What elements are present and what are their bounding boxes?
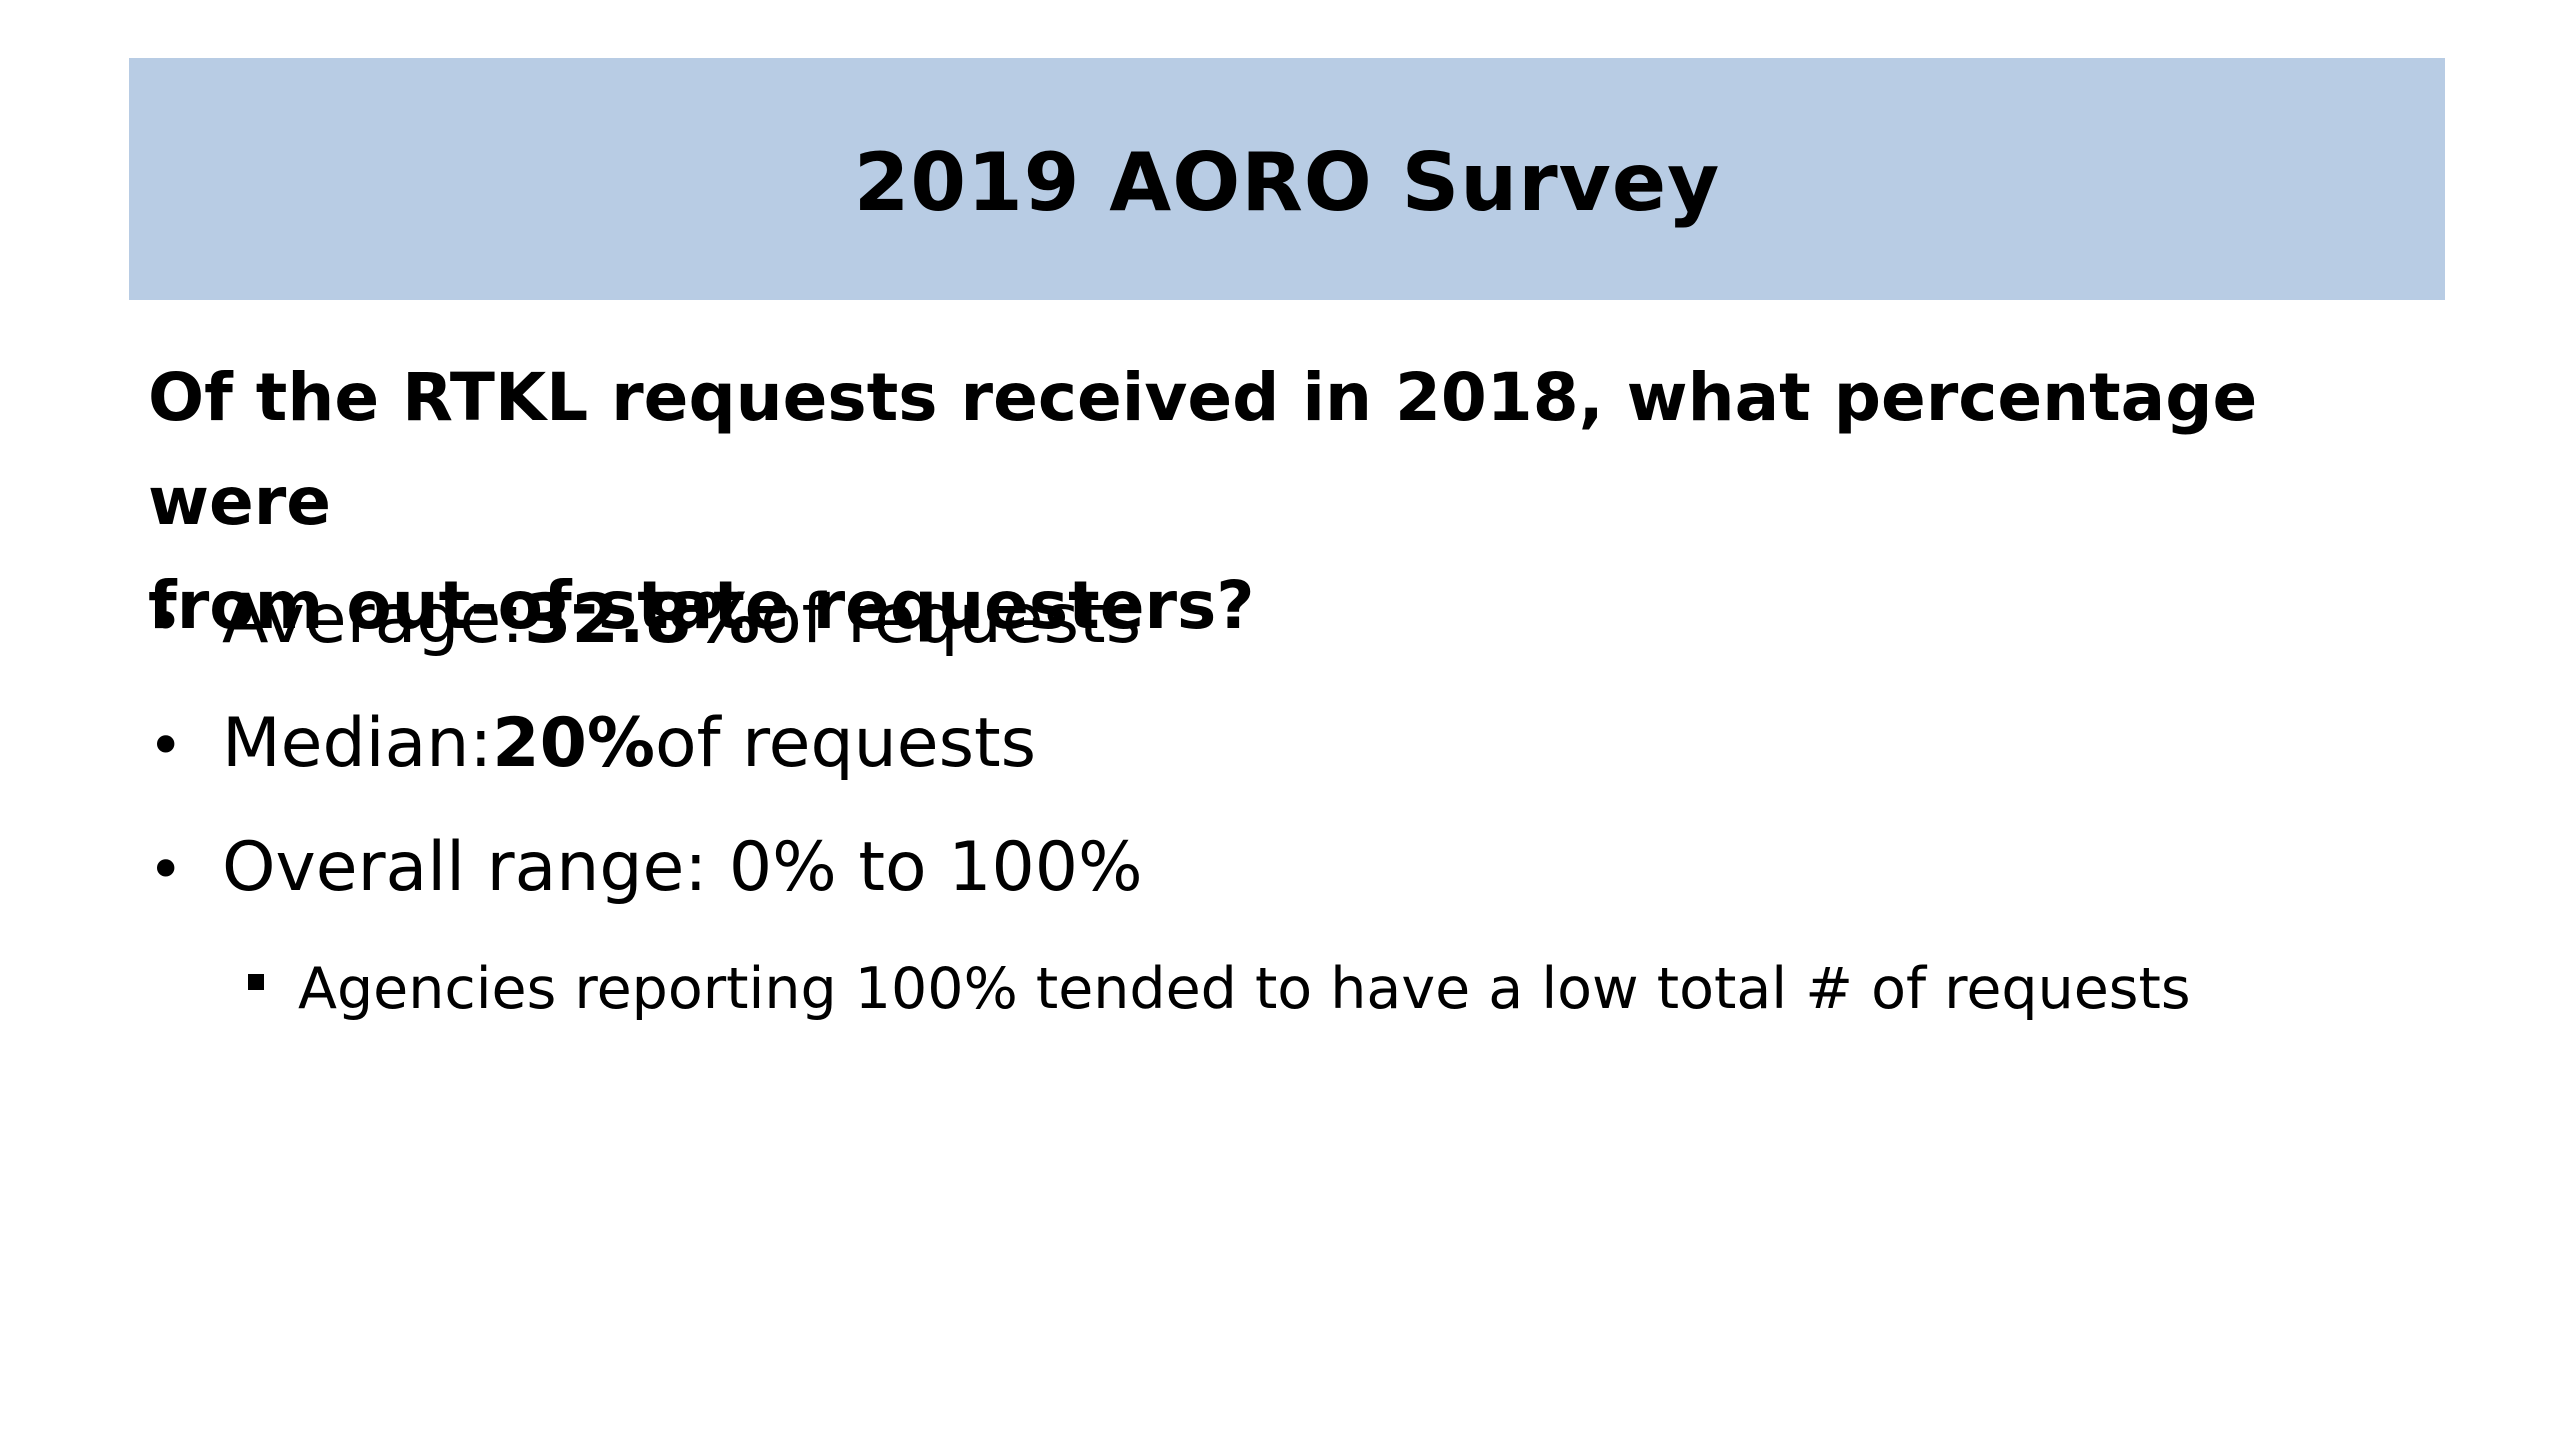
- question-line-1: Of the RTKL requests received in 2018, w…: [148, 359, 2258, 540]
- bullet-median: • Median: 20% of requests: [148, 704, 2191, 828]
- survey-question: Of the RTKL requests received in 2018, w…: [148, 346, 2448, 658]
- median-suffix: of requests: [655, 704, 1037, 783]
- square-bullet-icon: [248, 974, 264, 990]
- question-line-2: from out-of-state requesters?: [148, 567, 1255, 644]
- bullet-range: • Overall range: 0% to 100%: [148, 828, 2191, 952]
- average-label: Average:: [222, 580, 525, 659]
- median-label: Median:: [222, 704, 493, 783]
- sub-bullet-agencies: Agencies reporting 100% tended to have a…: [148, 956, 2191, 1022]
- results-list: • Average: 32.8% of requests • Median: 2…: [148, 580, 2191, 1022]
- slide-title: 2019 AORO Survey: [853, 135, 1721, 229]
- range-label: Overall range: 0% to 100%: [222, 828, 1143, 907]
- sub-bullet-text: Agencies reporting 100% tended to have a…: [298, 956, 2191, 1022]
- title-band: 2019 AORO Survey: [129, 58, 2445, 300]
- bullet-average: • Average: 32.8% of requests: [148, 580, 2191, 704]
- median-value: 20%: [492, 704, 656, 783]
- average-value: 32.8%: [524, 580, 761, 659]
- bullet-dot-icon: •: [148, 835, 184, 905]
- average-suffix: of requests: [760, 580, 1142, 659]
- bullet-dot-icon: •: [148, 711, 184, 781]
- bullet-dot-icon: •: [148, 587, 184, 657]
